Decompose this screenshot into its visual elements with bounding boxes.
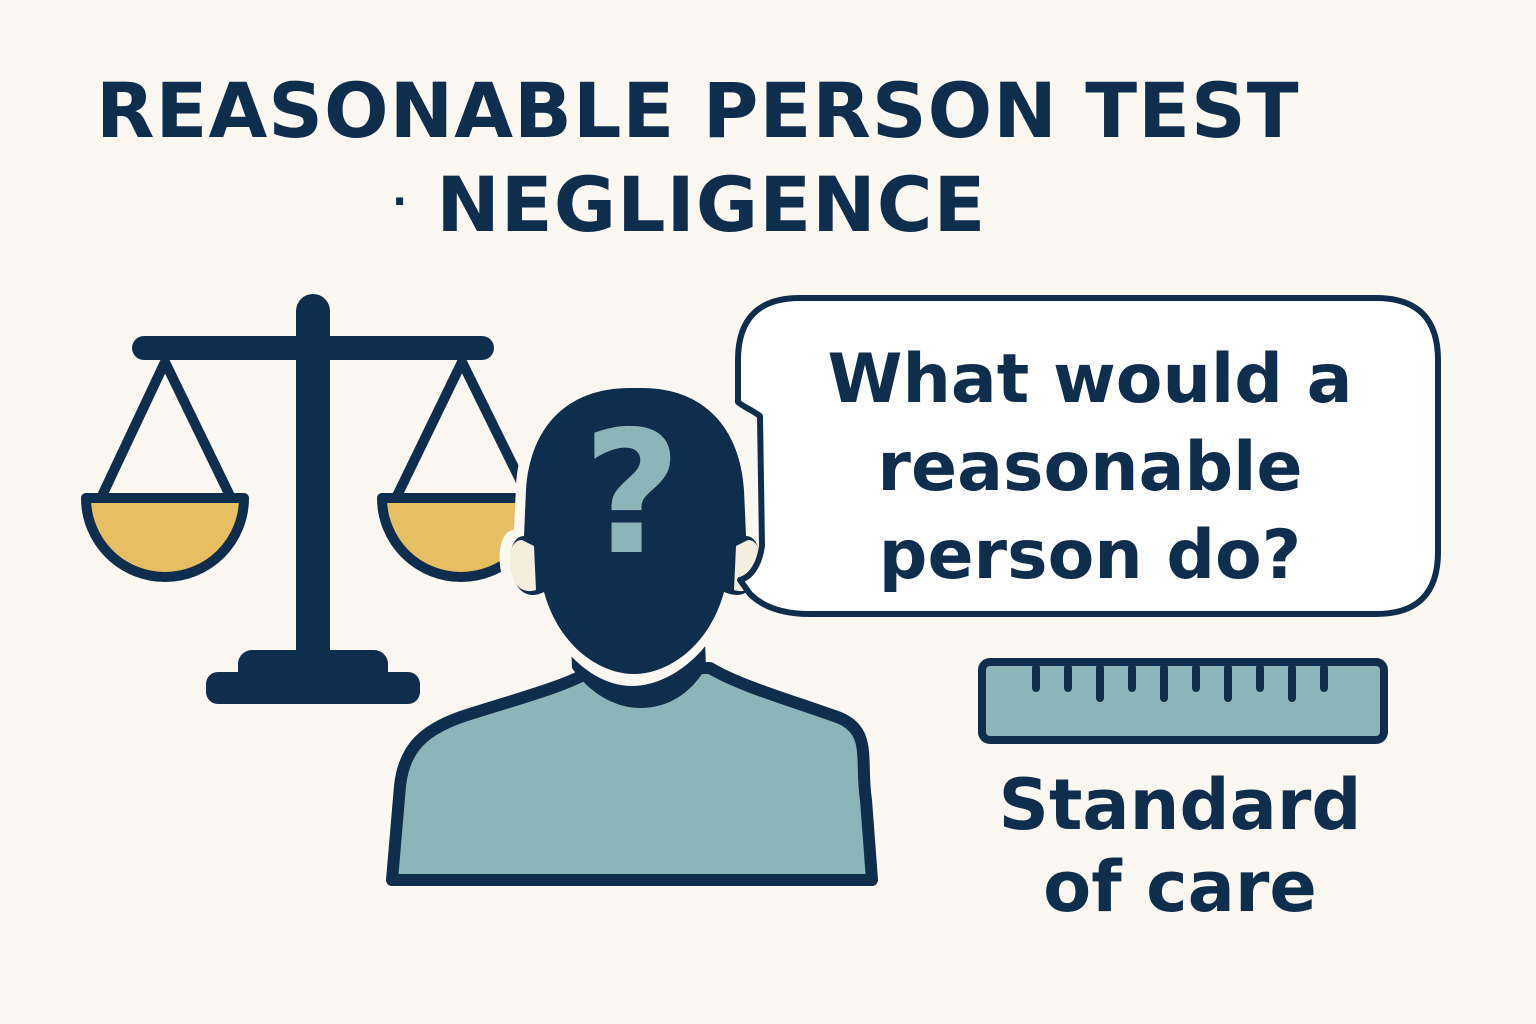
speech-line-2: reasonable [877,428,1303,507]
scales-of-justice-icon [81,294,545,704]
title-bullet: · [392,179,409,225]
ruler-label-line-1: Standard [998,764,1362,846]
ruler-label-line-2: of care [1043,846,1317,928]
left-pan [81,493,249,582]
title-line-1: REASONABLE PERSON TEST [96,66,1300,155]
question-mark-icon: ? [583,395,682,593]
title-line-2-text: NEGLIGENCE [436,160,987,249]
ruler-icon [978,658,1388,744]
person-silhouette-icon [386,378,878,886]
speech-line-1: What would a [827,340,1353,419]
speech-bubble-text: What would a reasonable person do? [760,336,1420,600]
person-body [386,662,878,886]
speech-bubble [735,295,1441,617]
title-line-2: · NEGLIGENCE [392,160,986,255]
ruler-body [978,658,1388,744]
left-ear [509,540,536,592]
ruler-ticks [1032,664,1328,702]
scale-beam [132,336,494,360]
right-pan-strings [390,357,535,505]
ruler-label: Standard of care [960,764,1400,928]
person-head [510,388,760,674]
scale-base-bottom [206,672,420,704]
speech-line-3: person do? [878,516,1302,595]
scale-post [296,294,330,670]
left-pan-strings [95,357,237,505]
